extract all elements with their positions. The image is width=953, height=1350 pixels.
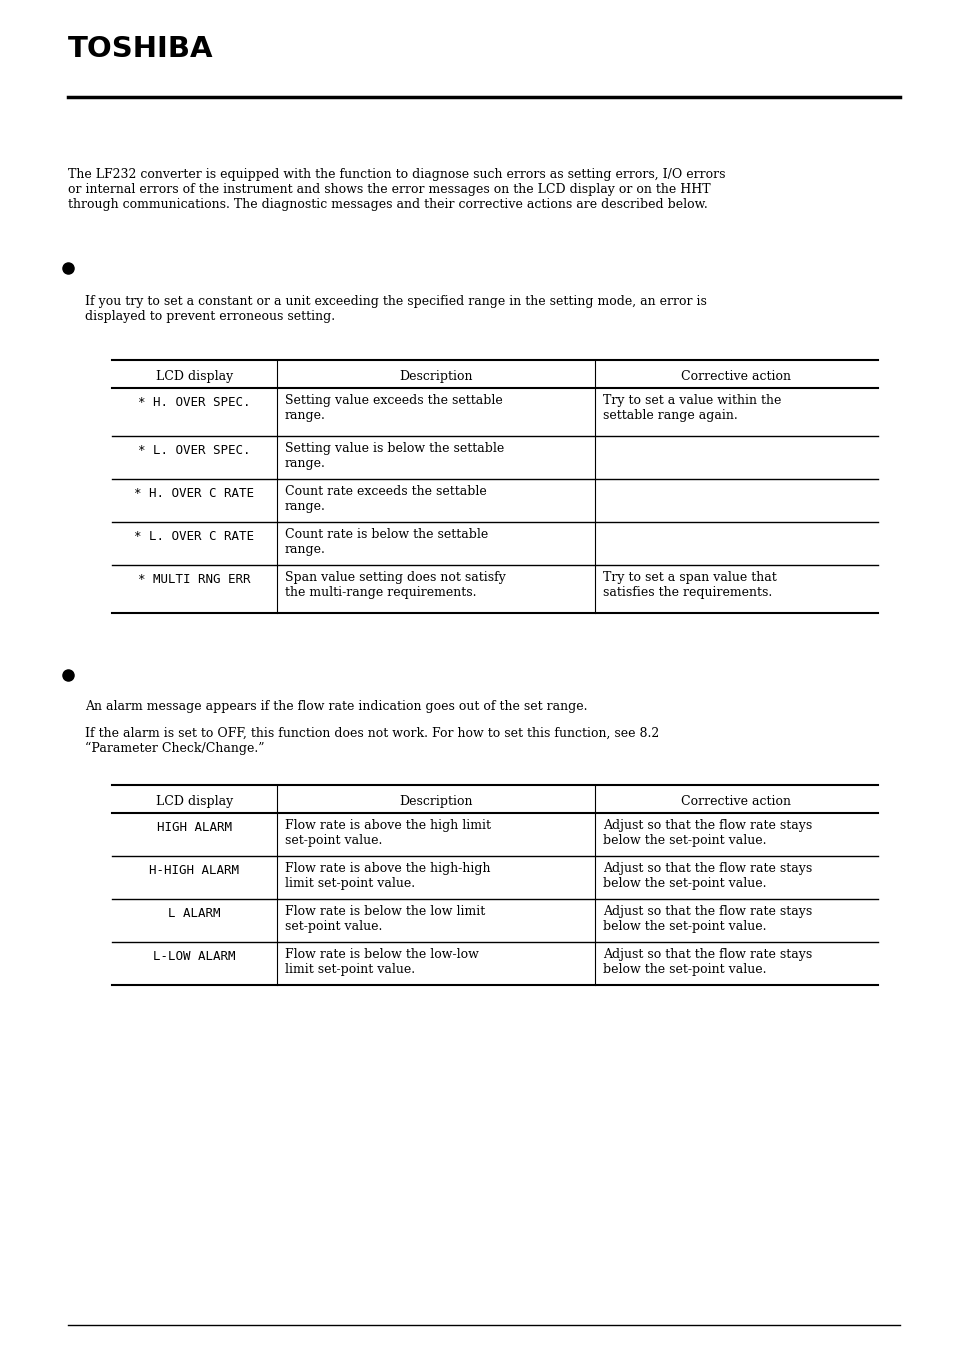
Text: If the alarm is set to OFF, this function does not work. For how to set this fun: If the alarm is set to OFF, this functio… — [85, 728, 659, 755]
Text: L ALARM: L ALARM — [168, 907, 220, 919]
Text: LCD display: LCD display — [155, 370, 233, 383]
Text: HIGH ALARM: HIGH ALARM — [156, 821, 232, 834]
Text: Try to set a value within the
settable range again.: Try to set a value within the settable r… — [602, 394, 781, 423]
Text: If you try to set a constant or a unit exceeding the specified range in the sett: If you try to set a constant or a unit e… — [85, 296, 706, 323]
Text: Flow rate is above the high limit
set-point value.: Flow rate is above the high limit set-po… — [284, 819, 490, 846]
Text: Adjust so that the flow rate stays
below the set-point value.: Adjust so that the flow rate stays below… — [602, 948, 811, 976]
Text: * H. OVER SPEC.: * H. OVER SPEC. — [138, 396, 251, 409]
Text: LCD display: LCD display — [155, 795, 233, 809]
Text: An alarm message appears if the flow rate indication goes out of the set range.: An alarm message appears if the flow rat… — [85, 701, 587, 713]
Text: * MULTI RNG ERR: * MULTI RNG ERR — [138, 572, 251, 586]
Text: Flow rate is below the low-low
limit set-point value.: Flow rate is below the low-low limit set… — [284, 948, 478, 976]
Text: * L. OVER C RATE: * L. OVER C RATE — [134, 531, 254, 543]
Text: TOSHIBA: TOSHIBA — [68, 35, 213, 63]
Text: Flow rate is above the high-high
limit set-point value.: Flow rate is above the high-high limit s… — [284, 863, 490, 890]
Text: Flow rate is below the low limit
set-point value.: Flow rate is below the low limit set-poi… — [284, 904, 484, 933]
Text: * H. OVER C RATE: * H. OVER C RATE — [134, 487, 254, 500]
Text: Count rate exceeds the settable
range.: Count rate exceeds the settable range. — [284, 485, 486, 513]
Text: Adjust so that the flow rate stays
below the set-point value.: Adjust so that the flow rate stays below… — [602, 904, 811, 933]
Text: Count rate is below the settable
range.: Count rate is below the settable range. — [284, 528, 487, 556]
Text: Corrective action: Corrective action — [680, 370, 790, 383]
Text: Adjust so that the flow rate stays
below the set-point value.: Adjust so that the flow rate stays below… — [602, 863, 811, 890]
Text: Description: Description — [398, 795, 472, 809]
Text: Description: Description — [398, 370, 472, 383]
Text: Span value setting does not satisfy
the multi-range requirements.: Span value setting does not satisfy the … — [284, 571, 505, 599]
Text: Setting value exceeds the settable
range.: Setting value exceeds the settable range… — [284, 394, 502, 423]
Text: H-HIGH ALARM: H-HIGH ALARM — [150, 864, 239, 878]
Text: Setting value is below the settable
range.: Setting value is below the settable rang… — [284, 441, 503, 470]
Text: L-LOW ALARM: L-LOW ALARM — [152, 950, 235, 963]
Text: * L. OVER SPEC.: * L. OVER SPEC. — [138, 444, 251, 458]
Text: Corrective action: Corrective action — [680, 795, 790, 809]
Text: The LF232 converter is equipped with the function to diagnose such errors as set: The LF232 converter is equipped with the… — [68, 167, 724, 211]
Text: Adjust so that the flow rate stays
below the set-point value.: Adjust so that the flow rate stays below… — [602, 819, 811, 846]
Text: Try to set a span value that
satisfies the requirements.: Try to set a span value that satisfies t… — [602, 571, 776, 599]
